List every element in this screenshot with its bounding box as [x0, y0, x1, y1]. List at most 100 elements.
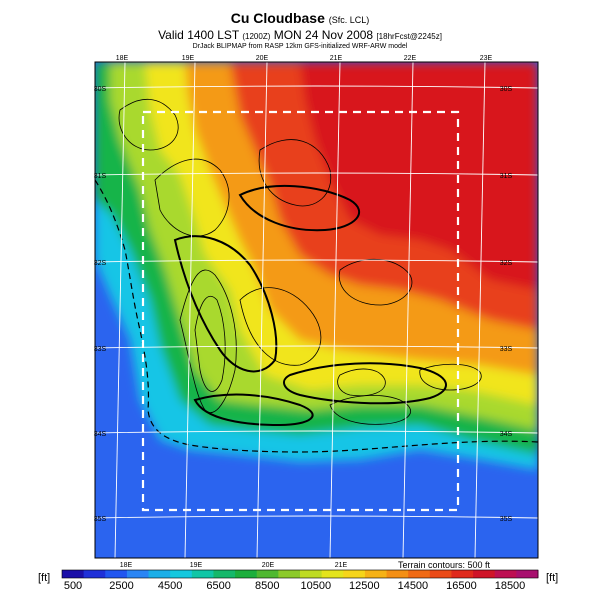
terrain-contour	[194, 295, 226, 392]
thick-contour	[173, 235, 278, 373]
colorbar-swatch	[170, 570, 193, 578]
terrain-contour-note: Terrain contours: 500 ft	[398, 560, 491, 570]
latitude-line	[94, 430, 539, 434]
longitude-line	[114, 61, 126, 559]
grid-label: 34S	[500, 431, 513, 438]
colorbar-label: 18500	[494, 580, 526, 592]
lat-labels-right: 30S 31S 32S 33S 34S 35S	[500, 86, 513, 523]
colorbar-swatch	[83, 570, 106, 578]
latitude-line	[94, 85, 539, 89]
grid-label: 22E	[404, 55, 417, 62]
colorbar-swatch	[62, 570, 85, 578]
latitude-line	[94, 345, 539, 349]
grid-label: 30S	[500, 86, 513, 93]
colorbar-label: 12500	[349, 580, 380, 592]
grid-label: 35S	[500, 516, 513, 523]
top-cloudbase-region	[300, 62, 538, 290]
colorbar-label: 4500	[157, 580, 183, 592]
thick-contour	[238, 185, 361, 232]
colorbar-swatch	[429, 570, 452, 578]
grid-label: 21E	[335, 562, 348, 569]
latitude-line	[94, 515, 539, 519]
valid-time-line: Valid 1400 LST (1200Z) MON 24 Nov 2008 […	[0, 28, 600, 42]
terrain-contour	[337, 368, 386, 397]
valid-forecast: [18hrFcst@2245z]	[376, 32, 442, 41]
grid-label: 33S	[500, 346, 513, 353]
colorbar-unit-right: [ft]	[546, 572, 559, 584]
colorbar-swatch	[321, 570, 344, 578]
colorbar-swatch	[516, 570, 539, 578]
colorbar-swatch	[235, 570, 258, 578]
grid-label: 21E	[330, 55, 343, 62]
lon-labels-top: 18E 19E 20E 21E 22E 23E	[116, 55, 493, 62]
colorbar-swatch	[408, 570, 431, 578]
terrain-contour	[338, 258, 413, 306]
domain-boundary	[141, 110, 460, 512]
colorbar	[61, 569, 539, 579]
colorbar-frame	[61, 569, 539, 579]
longitude-line	[256, 61, 268, 559]
page-title: Cu Cloudbase (Sfc. LCL)	[0, 10, 600, 26]
grid-label: 35S	[94, 516, 107, 523]
colorbar-swatch	[473, 570, 496, 578]
latitude-line	[94, 172, 539, 176]
valid-date: MON 24 Nov 2008	[273, 28, 374, 42]
grid-label: 23E	[480, 55, 493, 62]
grid-label: 30S	[94, 86, 107, 93]
colorbar-label: 16500	[446, 580, 477, 592]
model-credit: DrJack BLIPMAP from RASP 12km GFS-initia…	[192, 43, 408, 50]
colorbar-swatch	[256, 570, 279, 578]
colorbar-swatch	[148, 570, 171, 578]
colorbar-unit-left: [ft]	[38, 572, 51, 584]
map-field	[95, 62, 538, 558]
longitude-line	[474, 61, 486, 559]
colorbar-swatch	[364, 570, 388, 578]
grid-label: 20E	[262, 562, 275, 569]
colorbar-label: 6500	[206, 580, 231, 592]
thick-contours	[173, 185, 447, 427]
terrain-contour	[329, 395, 412, 425]
grid-label: 20E	[256, 55, 269, 62]
title-main-suffix: (Sfc. LCL)	[328, 15, 370, 25]
grid-label: 31S	[94, 173, 107, 180]
longitude-line	[402, 61, 414, 559]
grid-label: 18E	[120, 562, 133, 569]
colorbar-swatch	[105, 570, 128, 578]
lat-lon-grid	[94, 61, 539, 559]
longitude-line	[184, 61, 196, 559]
thick-contour	[193, 393, 314, 427]
colorbar-swatch	[451, 570, 474, 578]
colorbar-swatch	[278, 570, 301, 578]
grid-label: 34S	[94, 431, 107, 438]
colorbar-label: 2500	[109, 580, 134, 592]
title-main-text: Cu Cloudbase	[230, 10, 325, 26]
grid-label: 18E	[116, 55, 129, 62]
grid-label: 33S	[94, 346, 107, 353]
colorbar-label: 10500	[300, 580, 332, 592]
latitude-line	[94, 259, 539, 263]
grid-label: 32S	[500, 260, 513, 267]
colorbar-swatch	[300, 570, 323, 578]
lon-labels-bottom: 18E 19E 20E 21E	[120, 562, 348, 569]
colorbar-swatch	[126, 570, 150, 578]
colorbar-swatch	[386, 570, 409, 578]
terrain-contour	[118, 98, 179, 151]
map-frame	[94, 61, 539, 559]
grid-label: 32S	[94, 260, 107, 267]
longitude-line	[329, 61, 341, 559]
valid-zulu: (1200Z)	[242, 32, 271, 41]
colorbar-label: 500	[63, 580, 83, 592]
coastline	[95, 179, 538, 453]
colorbar-swatch	[191, 570, 214, 578]
grid-label: 19E	[190, 562, 203, 569]
colorbar-swatch	[494, 570, 517, 578]
lat-labels-left: 30S 31S 32S 33S 34S 35S	[94, 86, 107, 523]
terrain-contour	[419, 363, 482, 391]
colorbar-label: 8500	[254, 580, 280, 592]
thick-contour	[283, 362, 447, 405]
colorbar-swatch	[343, 570, 366, 578]
valid-label: Valid 1400 LST	[158, 28, 240, 42]
colorbar-label: 14500	[397, 580, 429, 592]
